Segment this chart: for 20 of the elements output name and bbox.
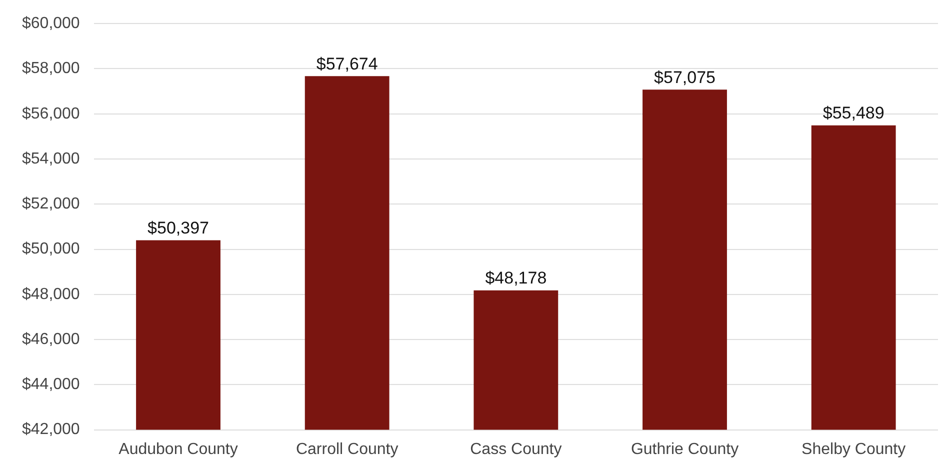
y-tick-label: $60,000 (22, 15, 80, 32)
y-tick-label: $48,000 (22, 286, 80, 303)
data-label: $50,397 (148, 218, 209, 238)
y-tick-label: $54,000 (22, 150, 80, 168)
data-label: $57,075 (654, 68, 716, 87)
x-tick-label: Audubon County (118, 440, 238, 458)
x-tick-label: Carroll County (296, 440, 398, 458)
y-tick-label: $58,000 (22, 60, 80, 78)
data-label: $48,178 (485, 268, 547, 288)
data-label: $55,489 (822, 104, 884, 123)
x-tick-label: Cass County (470, 440, 562, 458)
y-tick-label: $52,000 (22, 196, 80, 213)
y-tick-label: $46,000 (22, 330, 80, 348)
y-tick-label: $42,000 (22, 421, 80, 438)
data-label: $57,674 (316, 54, 378, 74)
x-tick-label: Guthrie County (630, 440, 739, 458)
y-tick-label: $50,000 (22, 240, 80, 258)
x-tick-label: Shelby County (802, 440, 906, 458)
y-tick-label: $56,000 (22, 105, 80, 122)
y-tick-label: $44,000 (22, 376, 80, 394)
